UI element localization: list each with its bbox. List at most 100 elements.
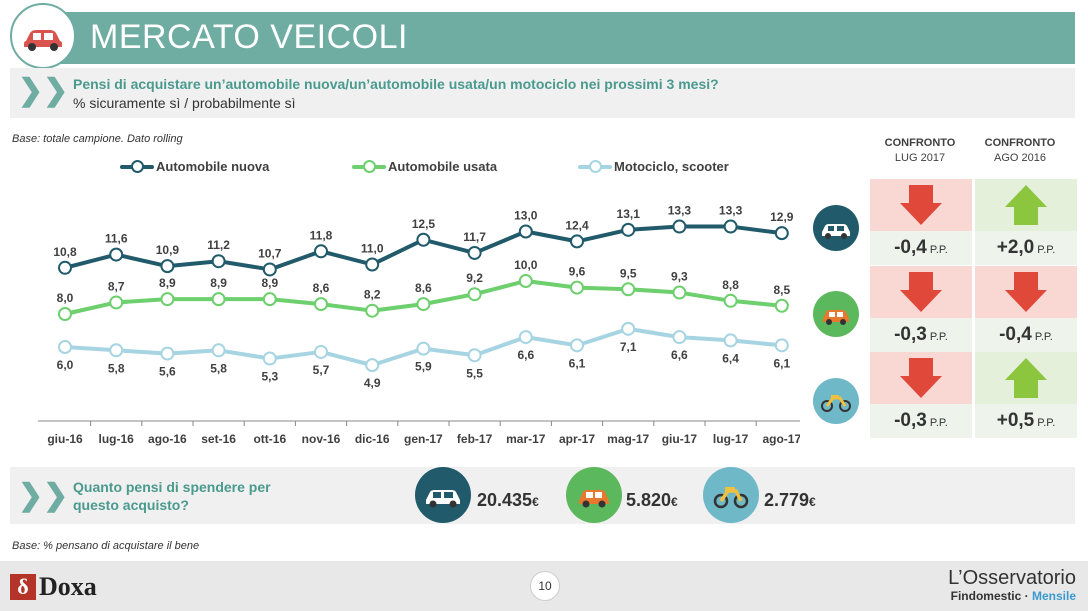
comparison-unit: P.P. [1031,331,1053,343]
data-point [518,330,533,345]
car-new-icon [813,205,859,251]
data-point [570,280,584,295]
arrow-down-cell [870,352,972,404]
arrow-up-icon [1005,358,1047,398]
base-note-top: Base: totale campione. Dato rolling [12,133,183,145]
data-point [109,343,124,358]
data-label: 6,1 [569,356,586,370]
doxa-logo: δ Doxa [10,572,97,602]
data-point [160,259,175,274]
question-subtext: % sicuramente sì / probabilmente sì [73,95,296,111]
comparison-delta: -0,3 [894,324,927,345]
data-point [723,293,738,308]
data-point [723,333,738,348]
data-label: 8,7 [108,279,125,293]
data-label: 6,0 [57,358,74,372]
arrow-down-cell [870,179,972,231]
data-label: 5,6 [159,365,176,379]
comparison-unit: P.P. [926,331,948,343]
arrow-down-cell [870,266,972,318]
data-label: 13,0 [514,209,538,223]
data-point [109,295,124,310]
data-point [160,346,175,361]
arrow-down-icon [900,272,942,312]
currency-symbol: € [671,495,678,509]
data-label: 11,6 [105,232,128,246]
data-point [314,344,328,359]
x-tick-label: gen-17 [404,432,443,446]
data-label: 12,4 [565,218,589,232]
legend-label: Automobile nuova [156,159,270,174]
comparison-unit: P.P. [926,244,948,256]
x-tick-label: ago-17 [762,432,800,446]
data-label: 12,9 [770,210,794,224]
data-label: 9,2 [466,271,483,285]
data-label: 8,6 [313,281,330,295]
arrow-down-cell [975,266,1077,318]
comparison-delta: -0,4 [999,324,1032,345]
spending-amount: 5.820 [626,490,672,510]
car-used-icon [566,467,622,523]
osservatorio-sub-a: Findomestic · [950,589,1032,603]
x-tick-label: feb-17 [457,432,493,446]
currency-symbol: € [532,495,539,509]
data-point [365,303,380,318]
x-tick-label: ago-16 [148,432,187,446]
data-point [467,287,482,302]
doxa-mark-icon: δ [10,574,36,600]
data-label: 10,0 [514,258,538,272]
data-point [621,282,636,297]
legend-swatch [578,159,612,173]
comparison-unit: P.P. [1034,417,1056,429]
data-label: 11,7 [463,230,486,244]
comparison-header-ago: CONFRONTO AGO 2016 [970,136,1070,166]
legend-label: Motociclo, scooter [614,159,729,174]
data-label: 5,8 [108,361,125,375]
data-point [211,292,226,307]
doxa-wordmark: Doxa [39,572,97,601]
line-chart: giu-16 lug-16 ago-16 set-16 ott-16 nov-16 dic-… [38,204,800,446]
data-point [262,262,277,277]
comparison-value: -0,3 P.P. [870,404,972,438]
data-label: 8,9 [261,276,278,290]
data-point [672,330,687,345]
data-point [416,341,431,356]
data-label: 5,5 [466,366,483,380]
comparison-delta: +2,0 [996,237,1035,258]
data-label: 5,7 [313,363,330,377]
question-strip [10,68,1075,118]
data-label: 6,6 [671,348,688,362]
data-point [211,254,226,269]
data-label: 5,9 [415,360,432,374]
data-label: 9,5 [620,266,637,280]
comparison-header-lug: CONFRONTO LUG 2017 [870,136,970,166]
arrow-down-icon [900,358,942,398]
data-point [774,226,789,241]
data-label: 6,1 [773,356,790,370]
spending-value-new-car: 20.435€ [477,490,539,511]
data-point [467,348,482,363]
data-label: 8,9 [210,276,227,290]
arrow-up-cell [975,352,1077,404]
data-point [416,297,431,312]
x-tick-label: ott-16 [253,432,286,446]
x-tick-label: giu-16 [47,432,83,446]
data-point [314,244,328,259]
comparison-header-title: CONFRONTO [984,137,1056,149]
spending-question: Quanto pensi di spendere per questo acqu… [73,479,271,513]
x-tick-label: lug-16 [99,432,135,446]
data-point [58,340,72,354]
data-point [262,351,277,366]
page-number: 10 [530,571,560,601]
data-label: 6,6 [517,348,534,362]
arrow-up-cell [975,179,1077,231]
data-label: 10,9 [156,243,180,257]
data-point [467,245,482,260]
comparison-value: +2,0 P.P. [975,231,1077,265]
spending-value-moto: 2.779€ [764,490,816,511]
comparison-header-title: CONFRONTO [884,137,956,149]
question-text: Pensi di acquistare un’automobile nuova/… [73,76,719,92]
data-label: 8,5 [773,283,790,297]
currency-symbol: € [809,495,816,509]
data-point [570,234,584,249]
